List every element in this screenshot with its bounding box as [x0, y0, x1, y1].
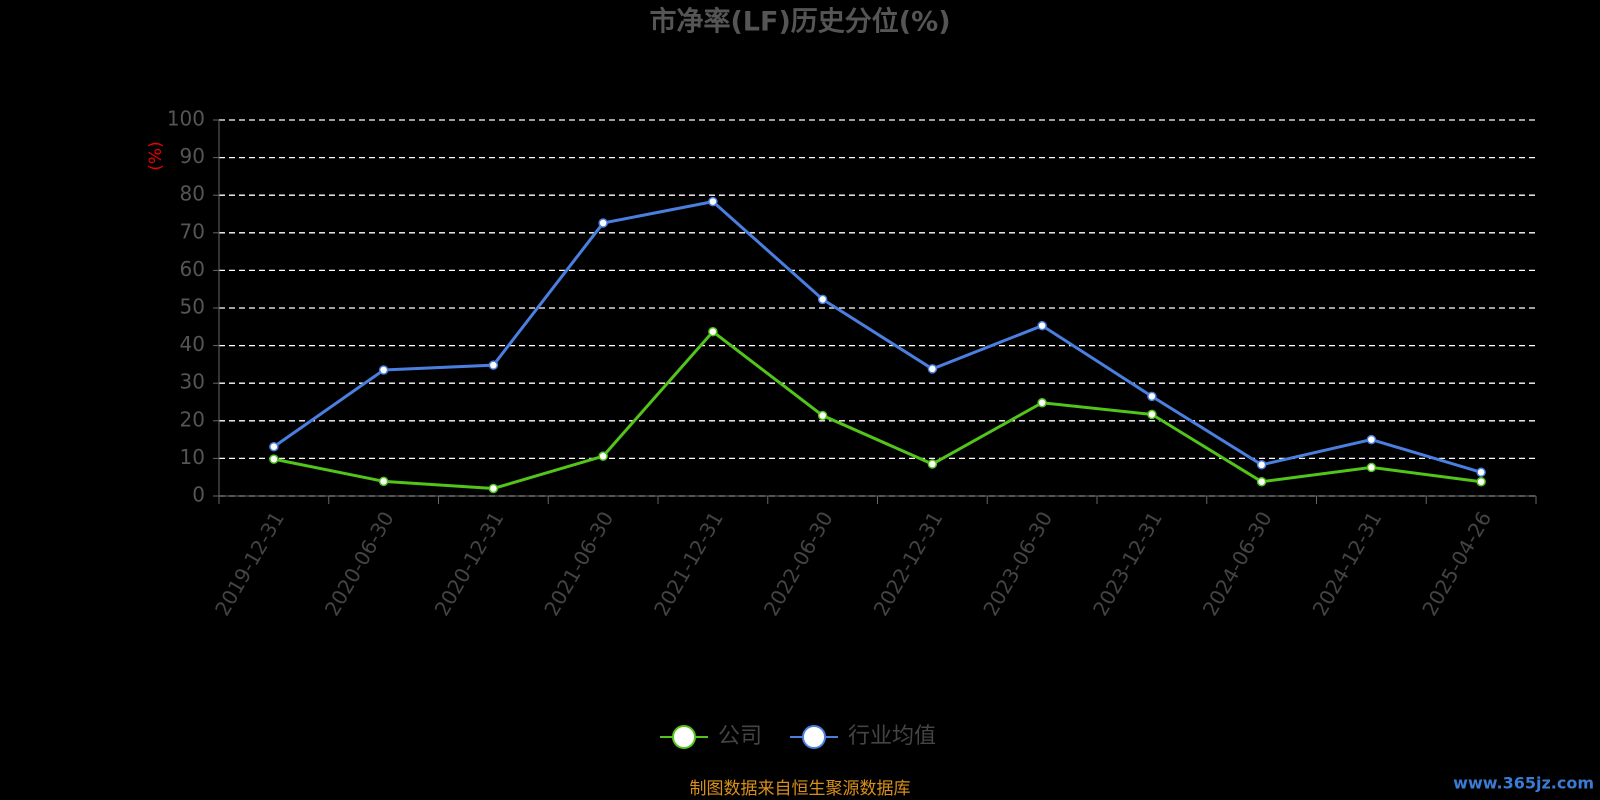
y-tick-label: 90 [180, 144, 205, 168]
x-tick-label: 2022-12-31 [869, 507, 948, 620]
point [708, 196, 718, 207]
point [378, 365, 389, 375]
y-tick-label: 10 [180, 445, 205, 469]
y-tick-label: 70 [180, 219, 205, 243]
legend-label: 行业均值 [848, 724, 936, 749]
point [1037, 320, 1047, 331]
point [269, 454, 279, 464]
point [927, 459, 938, 469]
point [817, 410, 828, 421]
point [598, 218, 608, 228]
series-line [273, 199, 1482, 474]
source-note: 制图数据来自恒生聚源数据库 [690, 779, 911, 799]
x-tick-label: 2019-12-31 [210, 507, 289, 620]
point [488, 360, 499, 370]
x-tick-label: 2024-12-31 [1308, 507, 1387, 620]
y-tick-label: 80 [180, 182, 205, 206]
x-tick-label: 2020-12-31 [430, 507, 509, 620]
point [1476, 467, 1486, 478]
series-line [273, 329, 1482, 490]
y-tick-label: 20 [180, 407, 205, 431]
chart-title: 市净率(LF)历史分位(%) [649, 6, 950, 38]
point [1037, 398, 1047, 408]
y-tick-label: 40 [180, 332, 205, 356]
point [817, 294, 828, 305]
point [1256, 460, 1267, 470]
y-tick-label: 60 [180, 257, 205, 281]
x-tick-label: 2025-04-26 [1417, 507, 1496, 620]
x-tick-label: 2022-06-30 [759, 507, 838, 620]
point [1476, 476, 1486, 487]
point [598, 451, 608, 461]
y-tick-label: 0 [192, 483, 205, 507]
x-tick-label: 2024-06-30 [1198, 507, 1277, 620]
point [378, 476, 389, 487]
point [1366, 434, 1377, 445]
point [1366, 462, 1377, 473]
y-tick-label: 50 [180, 295, 205, 319]
x-tick-label: 2023-12-31 [1088, 507, 1167, 620]
y-tick-label: 100 [167, 107, 205, 131]
legend-marker [672, 725, 696, 749]
x-tick-label: 2020-06-30 [320, 507, 399, 620]
x-tick-label: 2021-12-31 [649, 507, 728, 620]
point [927, 364, 938, 374]
x-tick-label: 2023-06-30 [978, 507, 1057, 620]
point [1147, 409, 1157, 420]
point [1147, 391, 1157, 402]
y-axis-label: (%) [146, 141, 166, 170]
watermark: www.365jz.com [1453, 774, 1594, 793]
x-tick-label: 2021-06-30 [539, 507, 618, 620]
legend-marker [802, 725, 826, 749]
legend-label: 公司 [718, 724, 762, 749]
point [708, 326, 718, 337]
point [1256, 476, 1267, 487]
point [269, 441, 279, 452]
point [488, 483, 499, 494]
y-tick-label: 30 [180, 370, 205, 394]
